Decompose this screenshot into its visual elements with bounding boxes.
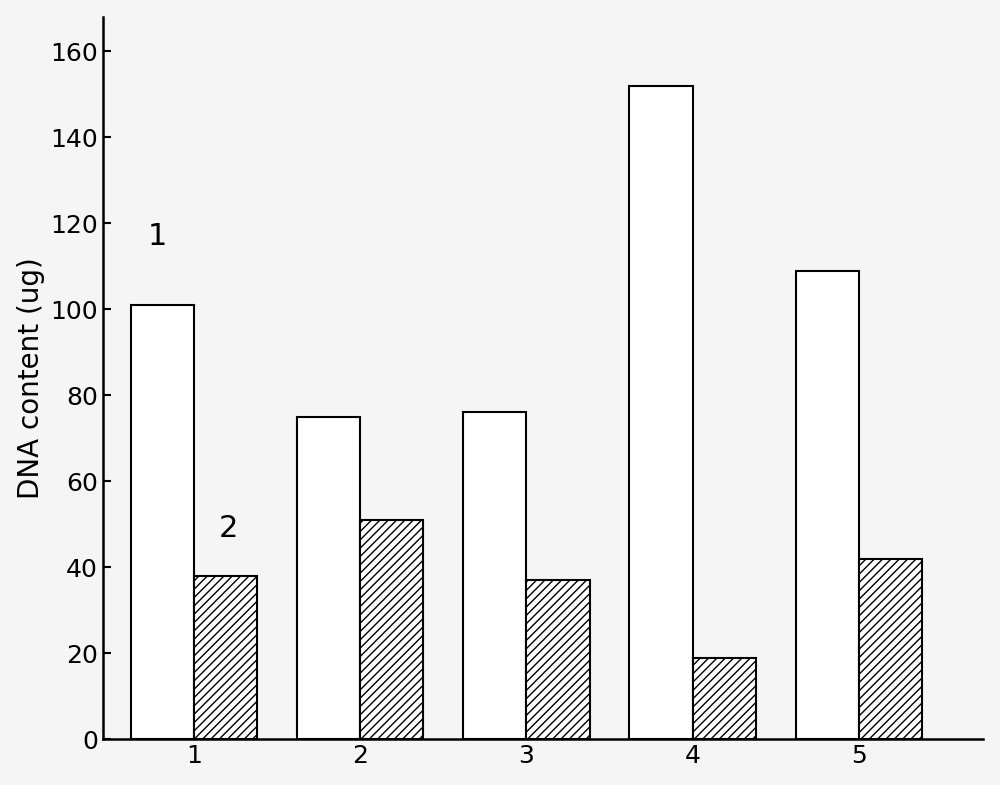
Bar: [526, 580, 590, 739]
Bar: [131, 305, 194, 739]
Bar: [629, 86, 693, 739]
Bar: [796, 271, 859, 739]
Bar: [463, 412, 526, 739]
Bar: [693, 658, 756, 739]
Text: 2: 2: [219, 514, 239, 543]
Bar: [360, 520, 423, 739]
Bar: [859, 559, 922, 739]
Bar: [194, 576, 257, 739]
Bar: [297, 417, 360, 739]
Text: 1: 1: [148, 221, 167, 250]
Y-axis label: DNA content (ug): DNA content (ug): [17, 257, 45, 499]
